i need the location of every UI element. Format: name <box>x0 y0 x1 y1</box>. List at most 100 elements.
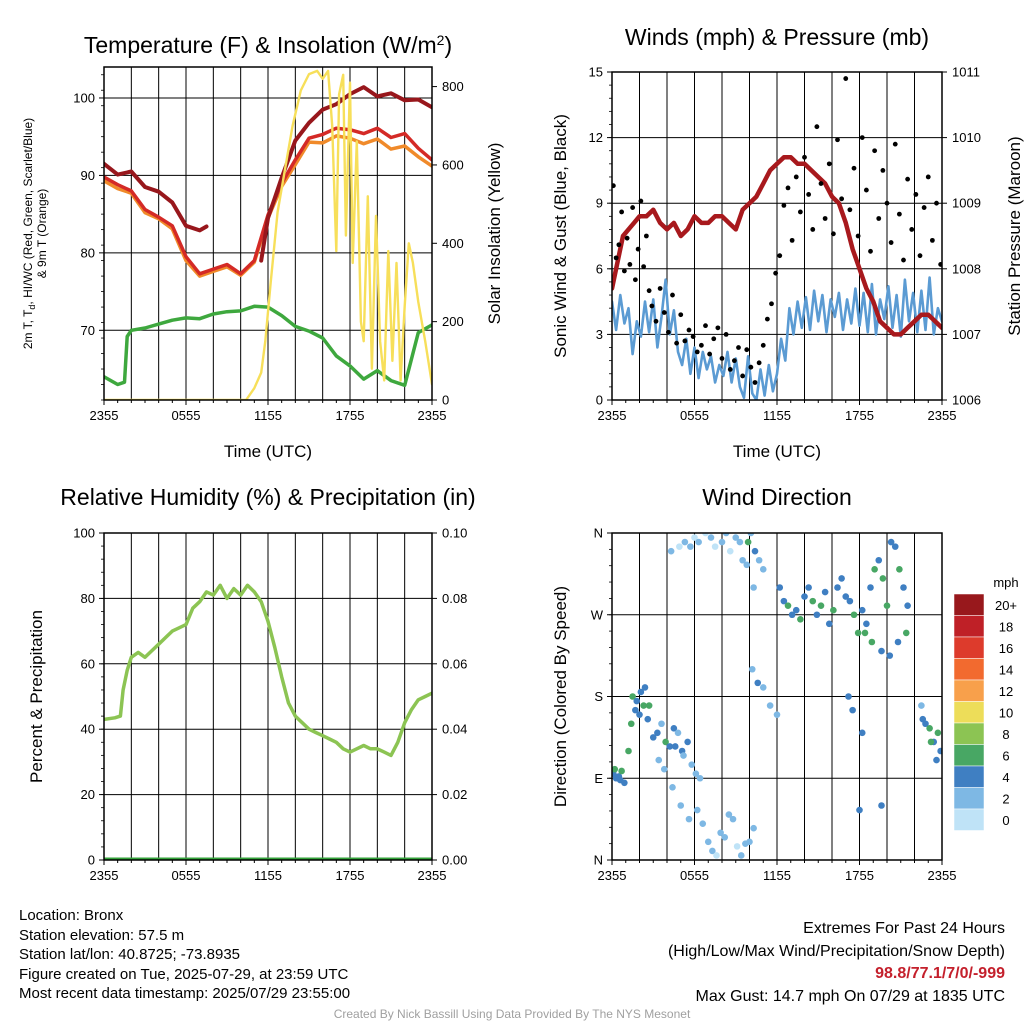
extremes-subheading: (High/Low/Max Wind/Precipitation/Snow De… <box>667 942 1005 960</box>
direction-point <box>736 538 744 546</box>
gust-point <box>736 345 741 350</box>
gust-point <box>797 209 803 215</box>
gust-point <box>627 262 633 267</box>
direction-point <box>825 620 833 628</box>
direction-point <box>784 602 792 609</box>
direction-point <box>621 779 628 787</box>
x-tick-label: 2355 <box>90 868 119 883</box>
max-gust: Max Gust: 14.7 mph On 07/29 at 1835 UTC <box>695 987 1006 1005</box>
direction-point <box>821 588 829 596</box>
y-tick-label: 3 <box>596 327 603 342</box>
x-tick-label: 2355 <box>928 408 957 423</box>
direction-point <box>747 533 755 537</box>
gust-point <box>818 181 824 186</box>
y-tick-label: 70 <box>81 323 95 338</box>
y-tick-label: S <box>594 689 603 704</box>
direction-point <box>838 575 845 582</box>
direction-point <box>625 747 632 755</box>
gust-point <box>665 329 671 335</box>
most-recent-timestamp: Most recent data timestamp: 2025/07/29 2… <box>19 985 351 1002</box>
y2-tick-label: 0.06 <box>442 656 467 671</box>
direction-point <box>754 679 762 687</box>
y2-tick-label: 600 <box>442 157 464 172</box>
gust-point <box>715 325 721 331</box>
gust-point <box>835 137 840 143</box>
gust-point <box>892 141 898 147</box>
gust-point <box>917 253 923 259</box>
x-tick-label: 1155 <box>763 868 791 883</box>
legend-swatch <box>953 744 985 767</box>
gust-point <box>806 192 812 197</box>
legend-title: mph <box>993 575 1018 590</box>
gust-point <box>731 358 737 364</box>
direction-point <box>856 806 863 814</box>
direction-point <box>887 538 895 546</box>
legend-swatch <box>953 808 985 831</box>
legend-swatch <box>953 722 985 745</box>
temperature-y2label: Solar Insolation (Yellow) <box>485 143 504 325</box>
direction-point <box>733 843 741 850</box>
direction-point <box>649 734 657 741</box>
gust-point <box>929 237 935 243</box>
legend-swatch <box>953 701 985 724</box>
gust-point <box>781 202 787 208</box>
legend-label: 18 <box>999 619 1013 634</box>
direction-point <box>868 638 876 646</box>
y-tick-label: 60 <box>81 656 95 671</box>
direction-point <box>845 693 852 700</box>
y2-tick-label: 1010 <box>952 130 981 145</box>
direction-point <box>746 838 753 846</box>
gust-point <box>868 248 873 254</box>
direction-point <box>612 765 619 773</box>
direction-point <box>707 534 715 541</box>
direction-point <box>773 711 781 718</box>
direction-point <box>934 729 942 737</box>
gust-point <box>934 200 939 206</box>
direction-point <box>674 729 682 737</box>
direction-point <box>684 738 691 746</box>
gust-point <box>876 216 882 221</box>
gust-point <box>646 288 652 294</box>
direction-point <box>891 543 899 550</box>
direction-point <box>809 597 817 605</box>
direction-point <box>732 534 740 541</box>
direction-point <box>896 566 903 573</box>
direction-point <box>871 566 878 573</box>
direction-point <box>645 702 653 709</box>
direction-point <box>662 738 669 746</box>
direction-point <box>641 684 649 691</box>
direction-point <box>691 534 698 541</box>
y2-tick-label: 0.00 <box>442 853 467 868</box>
plot-frame <box>103 66 433 401</box>
humidity-series-line-0 <box>104 583 432 758</box>
gust-point <box>785 185 791 191</box>
x-tick-label: 1155 <box>254 408 282 423</box>
gust-point <box>789 237 795 243</box>
gust-point <box>777 253 783 259</box>
temperature-title: Temperature (F) & Insolation (W/m2) <box>84 32 452 58</box>
winds-series-line-1 <box>612 155 942 337</box>
y-tick-label: 80 <box>81 591 95 606</box>
winds-y2label: Station Pressure (Maroon) <box>1005 136 1024 335</box>
direction-point <box>919 715 927 723</box>
gust-point <box>863 187 869 193</box>
y-tick-label: N <box>594 526 603 541</box>
gust-point <box>855 233 861 239</box>
gust-point <box>810 227 816 232</box>
gust-point <box>839 196 845 202</box>
direction-point <box>878 802 885 809</box>
direction-point <box>627 720 635 728</box>
direction-point <box>776 584 784 591</box>
gust-point <box>909 227 915 232</box>
legend-swatch <box>953 615 985 638</box>
gust-point <box>703 323 708 329</box>
direction-point <box>687 543 694 550</box>
direction-point <box>636 711 643 718</box>
gust-point <box>723 332 729 337</box>
gust-point <box>764 316 770 322</box>
gust-point <box>727 366 733 372</box>
legend-swatch <box>953 679 985 702</box>
winds-series-line-0 <box>612 276 942 400</box>
gust-point <box>649 303 655 309</box>
gust-point <box>657 286 663 291</box>
